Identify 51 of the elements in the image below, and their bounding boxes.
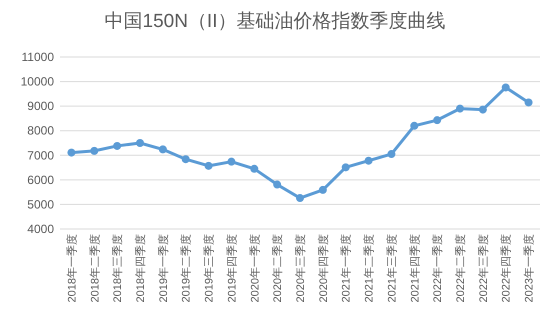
- x-tick-label: 2021年二季度: [362, 234, 376, 302]
- x-tick-label: 2018年一季度: [65, 234, 78, 302]
- point: [250, 164, 258, 173]
- point: [113, 142, 122, 150]
- point: [273, 180, 282, 189]
- y-tick-label: 4000: [27, 222, 54, 236]
- point: [342, 163, 350, 172]
- x-tick-label: 2018年四季度: [134, 234, 147, 302]
- x-tick-label: 2022年二季度: [454, 234, 467, 302]
- y-tick-label: 6000: [27, 172, 54, 187]
- point: [433, 116, 442, 124]
- y-tick-label: 7000: [27, 148, 54, 162]
- x-tick-label: 2019年二季度: [180, 234, 193, 302]
- x-tick-label: 2018年三季度: [111, 234, 124, 302]
- y-tick-label: 5000: [27, 197, 54, 212]
- point: [136, 139, 144, 147]
- point: [318, 186, 327, 194]
- x-tick-label: 2021年三季度: [385, 234, 398, 302]
- point: [90, 146, 98, 155]
- point: [364, 156, 373, 165]
- point: [182, 155, 190, 164]
- x-tick-label: 2018年二季度: [88, 234, 102, 302]
- x-tick-label: 2019年四季度: [225, 234, 238, 302]
- point: [502, 83, 510, 92]
- point: [158, 145, 167, 154]
- point: [524, 98, 533, 106]
- x-tick-label: 2019年一季度: [156, 234, 170, 302]
- x-tick-label: 2020年一季度: [248, 234, 262, 302]
- x-tick-label: 2022年三季度: [476, 234, 490, 302]
- y-tick-label: 10000: [20, 74, 54, 89]
- x-tick-label: 2019年三季度: [202, 234, 216, 302]
- x-tick-label: 2021年四季度: [408, 234, 422, 302]
- point: [296, 194, 304, 202]
- x-tick-label: 2022年四季度: [500, 234, 513, 302]
- x-tick-label: 2020年三季度: [294, 234, 307, 302]
- point: [227, 158, 236, 166]
- y-tick-label: 8000: [27, 124, 54, 138]
- point: [410, 122, 418, 130]
- x-tick-label: 2022年一季度: [431, 234, 444, 302]
- x-tick-label: 2023年一季度: [522, 234, 536, 302]
- point: [387, 150, 396, 158]
- point: [204, 162, 213, 170]
- point: [456, 104, 464, 113]
- point: [67, 148, 76, 157]
- x-tick-label: 2021年一季度: [340, 234, 353, 302]
- y-tick-label: 9000: [27, 99, 54, 114]
- x-tick-label: 2020年四季度: [316, 234, 330, 302]
- y-tick-label: 11000: [22, 50, 54, 64]
- x-tick-label: 2020年二季度: [271, 234, 284, 302]
- point: [478, 106, 487, 114]
- chart-title: 中国150N（II）基础油价格指数季度曲线: [104, 10, 446, 32]
